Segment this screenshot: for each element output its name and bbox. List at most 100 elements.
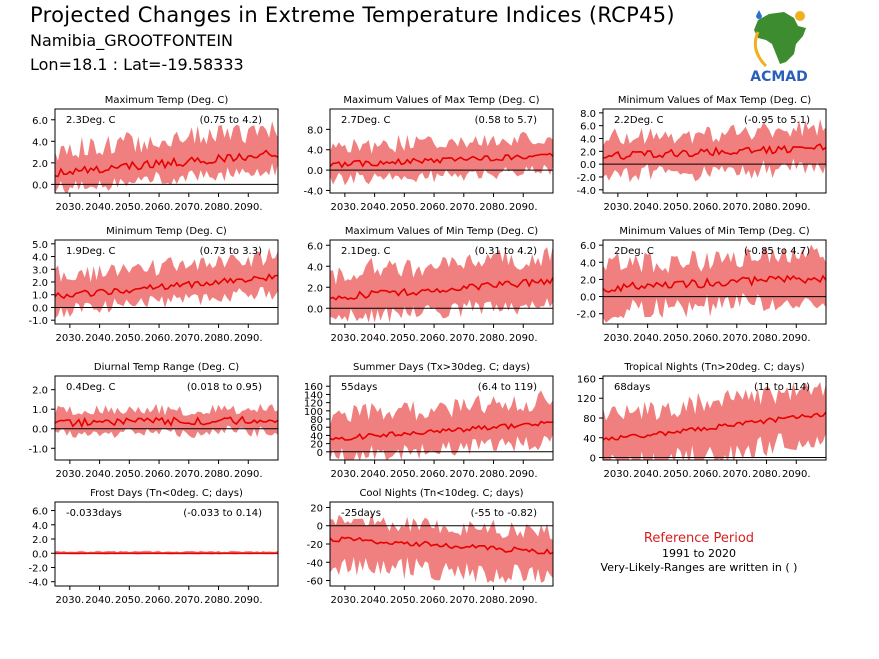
x-tick-label: 2050.: [115, 333, 144, 344]
likely-range: (-0.033 to 0.14): [183, 508, 262, 519]
x-tick-label: 2050.: [390, 333, 419, 344]
x-tick-label: 2070.: [174, 333, 203, 344]
y-tick-label: 0: [317, 522, 323, 533]
y-tick-label: 20: [310, 440, 323, 451]
x-tick-label: 2050.: [115, 469, 144, 480]
logo-text: ACMAD: [750, 69, 808, 85]
chart-title: Cool Nights (Tn<10deg. C; days): [359, 488, 523, 499]
x-tick-label: 2080.: [752, 333, 781, 344]
y-tick-label: 0.0: [32, 303, 48, 314]
range-band: [55, 247, 278, 319]
change-value: 55days: [341, 382, 377, 393]
y-tick-label: 20: [310, 503, 323, 514]
x-tick-label: 2070.: [722, 469, 751, 480]
x-tick-label: 2090.: [509, 469, 538, 480]
x-tick-label: 2090.: [782, 202, 811, 213]
x-tick-label: 2050.: [663, 202, 692, 213]
y-tick-label: 0.0: [580, 160, 596, 171]
change-value: 2Deg. C: [614, 246, 654, 257]
x-tick-label: 2050.: [390, 595, 419, 606]
y-tick-label: 40: [583, 434, 596, 445]
y-tick-label: 2.0: [32, 386, 48, 397]
x-tick-label: 2030.: [331, 202, 360, 213]
y-tick-label: 0: [590, 454, 596, 465]
y-tick-label: 100: [304, 407, 323, 418]
change-value: 2.3Deg. C: [66, 115, 115, 126]
x-tick-label: 2080.: [204, 202, 233, 213]
range-band: [330, 131, 553, 186]
chart-frost-days: -4.0 -2.0 0.0 2.0 4.0 6.0 2030. 2040. 2050. 2060.…: [28, 488, 279, 606]
x-tick-label: 2090.: [234, 333, 263, 344]
chart-max-of-min: 0.0 2.0 4.0 6.0 2030. 2040. 2050. 2060. 2070. 208…: [307, 226, 554, 344]
y-tick-label: 1.0: [32, 291, 48, 302]
y-tick-label: 8.0: [307, 125, 323, 136]
africa-map-logo: [753, 10, 806, 68]
x-tick-label: 2080.: [752, 469, 781, 480]
x-tick-label: 2030.: [331, 333, 360, 344]
x-tick-label: 2070.: [449, 595, 478, 606]
y-tick-label: 4.0: [32, 137, 48, 148]
x-tick-label: 2070.: [174, 595, 203, 606]
x-tick-label: 2060.: [420, 469, 449, 480]
median-line: [603, 411, 826, 441]
acmad-logo: ACMAD: [750, 10, 808, 85]
change-value: -25days: [341, 508, 381, 519]
y-tick-label: 6.0: [580, 241, 596, 252]
y-tick-label: 2.0: [32, 278, 48, 289]
x-tick-label: 2070.: [722, 333, 751, 344]
x-tick-label: 2080.: [479, 595, 508, 606]
plot-frame: [329, 239, 554, 325]
change-value: 1.9Deg. C: [66, 246, 115, 257]
chart-min-temp: -1.0 0.01.0 2.0 3.04.0 5.0 2030. 2040. 2050. 206…: [28, 226, 279, 344]
y-tick-label: 80: [310, 415, 323, 426]
x-tick-label: 2040.: [633, 469, 662, 480]
likely-range: (6.4 to 119): [478, 382, 537, 393]
x-tick-label: 2040.: [85, 333, 114, 344]
x-tick-label: 2090.: [234, 595, 263, 606]
y-tick-label: 0.0: [580, 293, 596, 304]
change-value: 68days: [614, 382, 650, 393]
y-tick-label: 2.0: [32, 535, 48, 546]
x-tick-label: 2060.: [693, 469, 722, 480]
median-line: [55, 273, 278, 300]
y-tick-label: -60: [307, 577, 323, 588]
y-tick-label: 160: [577, 374, 596, 385]
x-tick-label: 2070.: [722, 202, 751, 213]
x-tick-label: 2030.: [331, 595, 360, 606]
y-tick-label: 0.0: [32, 549, 48, 560]
x-tick-label: 2050.: [663, 333, 692, 344]
chart-title: Maximum Temp (Deg. C): [105, 95, 229, 106]
x-tick-label: 2050.: [115, 595, 144, 606]
plot-frame: [54, 375, 279, 461]
x-tick-label: 2050.: [663, 469, 692, 480]
y-tick-label: 120: [304, 399, 323, 410]
x-tick-label: 2060.: [145, 333, 174, 344]
x-tick-label: 2060.: [145, 469, 174, 480]
y-tick-label: 3.0: [32, 265, 48, 276]
y-tick-label: 80: [583, 414, 596, 425]
x-tick-label: 2060.: [693, 333, 722, 344]
y-tick-label: 4.0: [307, 262, 323, 273]
chart-title: Summer Days (Tx>30deg. C; days): [353, 362, 530, 373]
x-tick-label: 2070.: [174, 202, 203, 213]
chart-title: Maximum Values of Max Temp (Deg. C): [343, 95, 539, 106]
y-tick-label: 2.0: [307, 283, 323, 294]
reference-note: Reference Period 1991 to 2020 Very-Likel…: [560, 531, 838, 574]
likely-range: (-0.95 to 5.1): [744, 115, 810, 126]
median-line: [603, 274, 826, 293]
x-tick-label: 2040.: [360, 595, 389, 606]
x-tick-label: 2030.: [604, 469, 633, 480]
x-tick-label: 2080.: [204, 333, 233, 344]
x-tick-label: 2060.: [693, 202, 722, 213]
x-tick-label: 2060.: [145, 595, 174, 606]
median-line: [603, 143, 826, 160]
chart-cool-nights: -60 -40 -20 0 20 2030. 2040. 2050. 2060. 2070. 208…: [307, 488, 554, 606]
x-tick-label: 2080.: [479, 469, 508, 480]
y-tick-label: 2.0: [580, 275, 596, 286]
y-tick-label: 120: [577, 394, 596, 405]
x-tick-label: 2030.: [604, 202, 633, 213]
range-band: [330, 390, 553, 460]
